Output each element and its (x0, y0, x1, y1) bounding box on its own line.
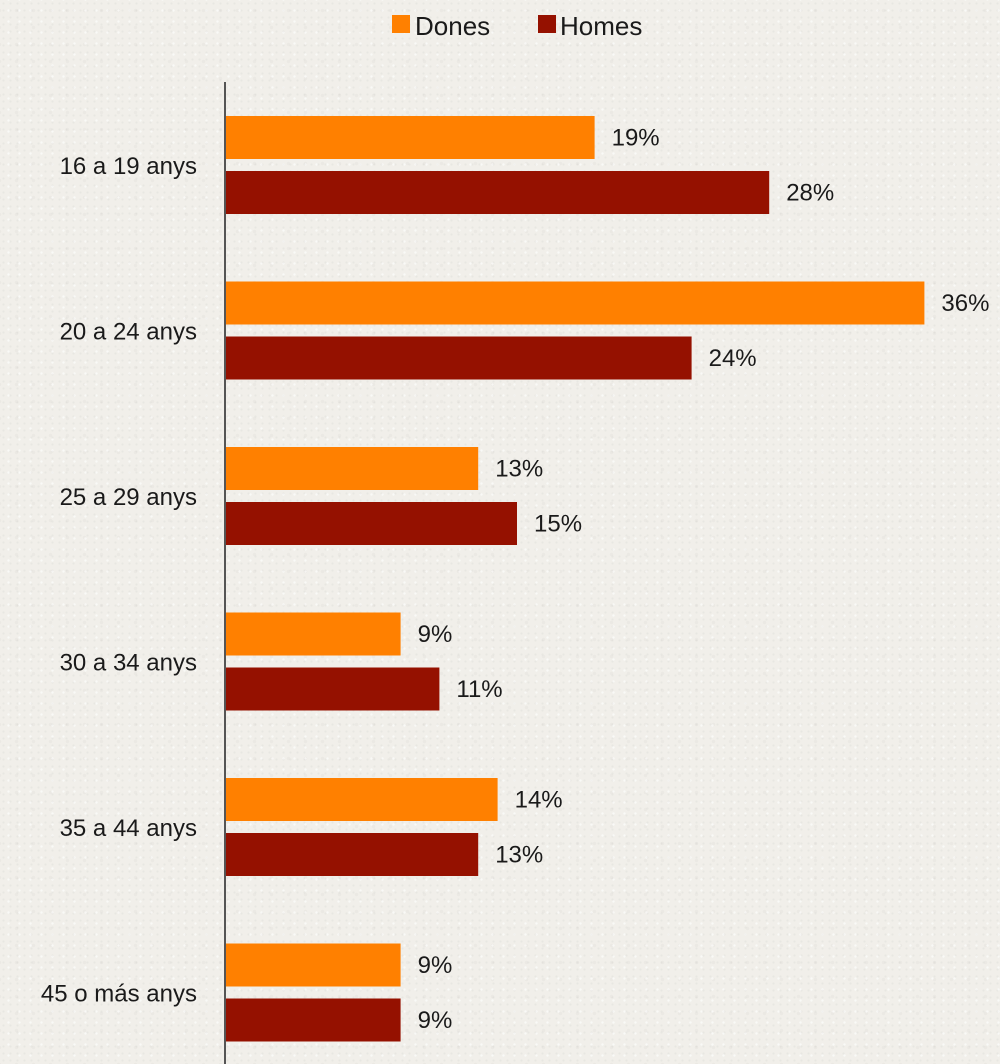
legend-label-homes: Homes (560, 11, 642, 41)
bar-homes-35-a-44-anys (226, 833, 479, 876)
value-label-homes-20-a-24-anys: 24% (709, 345, 757, 372)
bar-dones-45-o-m-s-anys (226, 943, 401, 987)
bar-dones-35-a-44-anys (226, 778, 498, 821)
value-label-homes-25-a-29-anys: 15% (534, 511, 582, 538)
bar-dones-25-a-29-anys (226, 447, 479, 490)
category-label-45-o-m-s-anys: 45 o más anys (41, 981, 197, 1008)
category-label-16-a-19-anys: 16 a 19 anys (60, 153, 197, 180)
bar-dones-30-a-34-anys (226, 612, 401, 656)
bar-dones-20-a-24-anys (226, 281, 925, 325)
category-label-20-a-24-anys: 20 a 24 anys (60, 319, 197, 346)
category-label-35-a-44-anys: 35 a 44 anys (60, 815, 197, 842)
legend-label-dones: Dones (415, 11, 490, 41)
bar-homes-25-a-29-anys (226, 502, 517, 545)
value-label-homes-16-a-19-anys: 28% (786, 180, 834, 207)
legend: Dones Homes (392, 11, 642, 41)
value-label-homes-30-a-34-anys: 11% (456, 676, 502, 703)
value-label-homes-35-a-44-anys: 13% (495, 842, 543, 869)
bar-homes-45-o-m-s-anys (226, 998, 401, 1042)
value-label-dones-35-a-44-anys: 14% (515, 787, 563, 814)
value-label-dones-30-a-34-anys: 9% (418, 621, 453, 648)
category-label-30-a-34-anys: 30 a 34 anys (60, 650, 197, 677)
category-labels: 16 a 19 anys 20 a 24 anys 25 a 29 anys 30 a… (41, 153, 197, 1008)
bar-homes-20-a-24-anys (226, 336, 692, 380)
bars-group (226, 116, 925, 1042)
value-label-homes-45-o-m-s-anys: 9% (418, 1007, 453, 1034)
category-label-25-a-29-anys: 25 a 29 anys (60, 484, 197, 511)
value-label-dones-16-a-19-anys: 19% (612, 125, 660, 152)
value-label-dones-45-o-m-s-anys: 9% (418, 952, 453, 979)
legend-swatch-homes (538, 15, 556, 33)
value-labels: 19% 28% 36% 24% 13% 15% 9% 11% 14% 13% 9% 9% (418, 125, 990, 1035)
bar-homes-16-a-19-anys (226, 171, 770, 214)
legend-swatch-dones (392, 15, 410, 33)
bar-dones-16-a-19-anys (226, 116, 595, 159)
value-label-dones-20-a-24-anys: 36% (941, 290, 989, 317)
value-label-dones-25-a-29-anys: 13% (495, 456, 543, 483)
bar-homes-30-a-34-anys (226, 667, 440, 711)
